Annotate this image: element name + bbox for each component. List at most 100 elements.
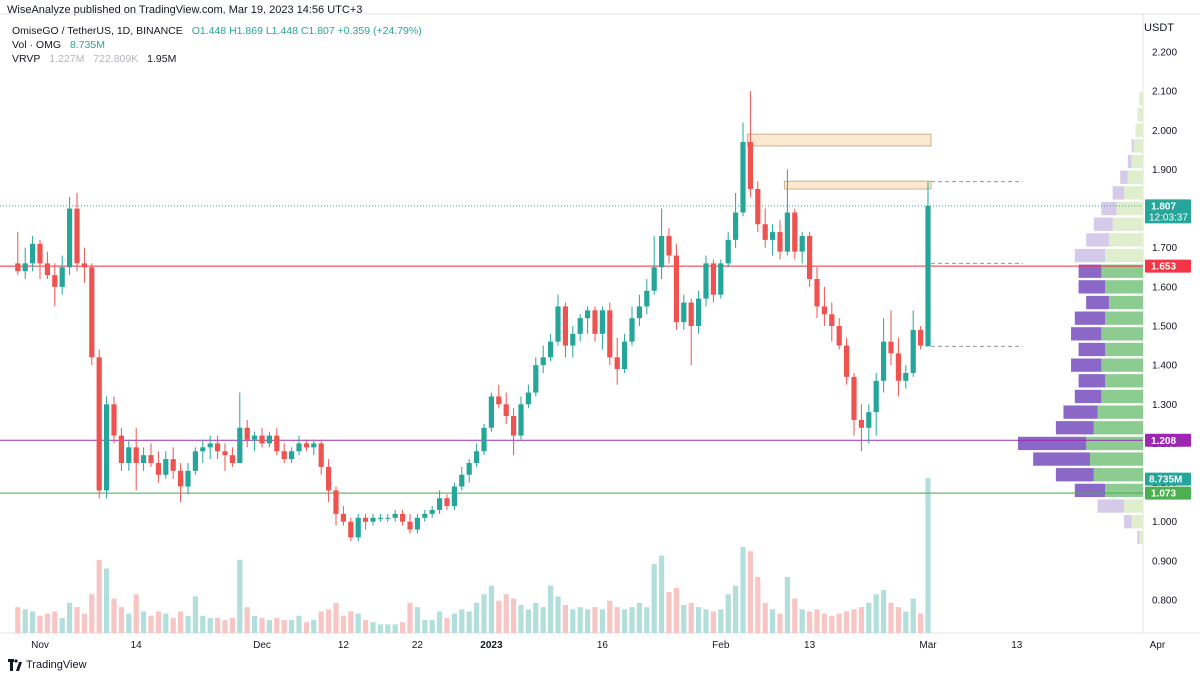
candle-body bbox=[385, 517, 391, 519]
candle-body bbox=[44, 263, 50, 276]
candle-body bbox=[392, 513, 398, 518]
volume-bar bbox=[170, 617, 176, 633]
volume-bar bbox=[59, 617, 65, 633]
candle-body bbox=[533, 365, 539, 393]
volume-bar bbox=[585, 609, 591, 633]
volume-bar bbox=[725, 594, 731, 633]
candle-body bbox=[503, 404, 509, 417]
candle-body bbox=[163, 459, 169, 475]
volume-bar bbox=[289, 620, 295, 633]
volume-bar bbox=[30, 611, 36, 633]
volume-profile-up-bar bbox=[1108, 233, 1143, 247]
footer-brand[interactable]: TradingView bbox=[8, 659, 87, 671]
volume-bar bbox=[444, 617, 450, 633]
y-tick-label: 1.900 bbox=[1152, 165, 1177, 176]
candle-body bbox=[126, 447, 132, 463]
volume-profile-down-bar bbox=[1018, 436, 1087, 451]
volume-bar bbox=[296, 615, 302, 633]
level-price-tag-text: 1.073 bbox=[1151, 489, 1176, 500]
volume-bar bbox=[910, 598, 916, 633]
candle-body bbox=[22, 263, 28, 272]
volume-bar bbox=[429, 620, 435, 633]
candle-body bbox=[133, 447, 139, 463]
legend-volume-row[interactable]: Vol · OMG 8.735M bbox=[12, 38, 422, 52]
volume-bar bbox=[133, 594, 139, 633]
candle-body bbox=[252, 435, 258, 440]
candle-body bbox=[703, 263, 709, 299]
legend-vrvp-label[interactable]: VRVP bbox=[12, 53, 41, 65]
candle-body bbox=[629, 318, 635, 342]
candle-body bbox=[52, 275, 58, 287]
volume-bar bbox=[74, 607, 80, 633]
volume-bar bbox=[548, 585, 554, 633]
candle-body bbox=[407, 521, 413, 530]
volume-bar bbox=[592, 607, 598, 633]
volume-bar bbox=[814, 609, 820, 633]
x-tick-label: 13 bbox=[804, 640, 816, 651]
volume-profile-up-bar bbox=[1105, 483, 1143, 498]
volume-tag-bg bbox=[1145, 472, 1191, 486]
candle-body bbox=[474, 451, 480, 463]
y-tick-label: 2.200 bbox=[1152, 48, 1177, 59]
candle-body bbox=[851, 376, 857, 420]
candle-body bbox=[585, 310, 591, 319]
candle-body bbox=[747, 142, 753, 189]
volume-bar bbox=[799, 609, 805, 633]
volume-bar bbox=[333, 602, 339, 633]
volume-bar bbox=[873, 594, 879, 633]
volume-bar bbox=[207, 617, 213, 633]
legend-symbol[interactable]: OmiseGO / TetherUS, 1D, BINANCE bbox=[12, 25, 183, 37]
volume-bar bbox=[192, 596, 198, 633]
volume-bar bbox=[533, 602, 539, 633]
volume-profile-down-bar bbox=[1071, 327, 1102, 341]
candle-body bbox=[281, 451, 287, 460]
volume-bar bbox=[821, 613, 827, 633]
volume-bar bbox=[340, 615, 346, 633]
chart-header: WiseAnalyze published on TradingView.com… bbox=[0, 0, 1200, 20]
volume-profile-up-bar bbox=[1105, 248, 1143, 263]
candle-body bbox=[400, 513, 406, 522]
candle-body bbox=[651, 267, 657, 291]
legend-vrvp-row[interactable]: VRVP 1.227M 722.809K 1.95M bbox=[12, 52, 422, 66]
volume-bar bbox=[636, 602, 642, 633]
volume-profile-up-bar bbox=[1133, 139, 1143, 153]
volume-bar bbox=[792, 598, 798, 633]
candle-body bbox=[429, 509, 435, 514]
volume-bar bbox=[488, 585, 494, 633]
candle-body bbox=[770, 232, 776, 240]
volume-bar bbox=[562, 605, 568, 633]
candle-body bbox=[422, 513, 428, 518]
volume-bar bbox=[252, 615, 258, 633]
legend-vrvp-total: 1.95M bbox=[147, 53, 177, 65]
volume-bar bbox=[851, 609, 857, 633]
candle-body bbox=[377, 517, 383, 519]
volume-bar bbox=[688, 602, 694, 633]
legend-symbol-row[interactable]: OmiseGO / TetherUS, 1D, BINANCE O1.448 H… bbox=[12, 24, 422, 38]
candle-body bbox=[599, 310, 605, 334]
volume-bar bbox=[237, 559, 243, 633]
volume-bar bbox=[895, 607, 901, 633]
volume-bar bbox=[770, 609, 776, 633]
candle-body bbox=[118, 435, 124, 463]
volume-bar bbox=[15, 607, 21, 633]
candle-body bbox=[215, 443, 221, 452]
volume-bar bbox=[407, 602, 413, 633]
candle-body bbox=[37, 243, 43, 264]
volume-bar bbox=[414, 607, 420, 633]
level-price-tag-text: 1.208 bbox=[1151, 436, 1176, 447]
candle-body bbox=[266, 435, 272, 444]
volume-profile-down-bar bbox=[1074, 311, 1106, 325]
candle-body bbox=[74, 208, 80, 264]
y-tick-label: 1.400 bbox=[1152, 361, 1177, 372]
volume-profile-down-bar bbox=[1078, 280, 1106, 294]
legend-ohlc: O1.448 H1.869 L1.448 C1.807 +0.359 (+24.… bbox=[191, 25, 422, 37]
candle-body bbox=[814, 279, 820, 307]
legend-volume-label[interactable]: Vol · OMG bbox=[12, 39, 62, 51]
volume-bar bbox=[155, 611, 161, 633]
volume-bar bbox=[659, 555, 665, 633]
candle-body bbox=[333, 490, 339, 514]
volume-profile-up-bar bbox=[1131, 154, 1143, 169]
x-tick-label: 22 bbox=[412, 640, 424, 651]
candle-body bbox=[829, 314, 835, 326]
